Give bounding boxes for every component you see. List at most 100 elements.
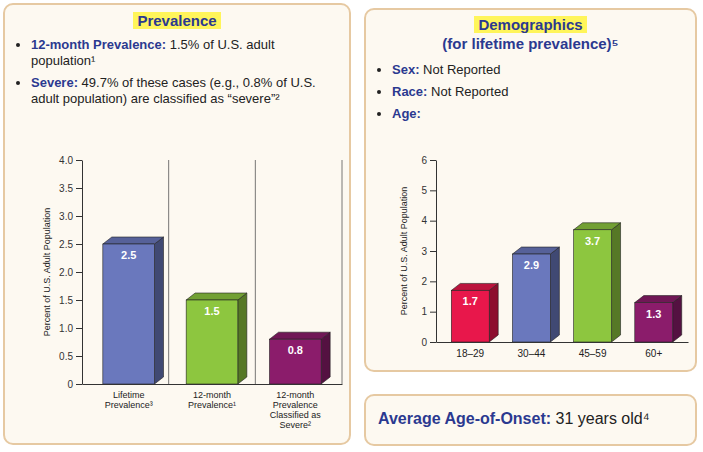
category-separator xyxy=(342,160,343,384)
tick-label: 1 xyxy=(421,306,427,317)
data-label: 3.7 xyxy=(585,235,600,247)
bars xyxy=(103,237,330,384)
prevalence-panel: Prevalence12-month Prevalence: 1.5% of U… xyxy=(3,3,351,445)
data-label: 0.8 xyxy=(288,344,303,356)
y-tick: 3.5 xyxy=(59,183,82,194)
tick-label: 3 xyxy=(421,246,427,257)
tick-mark xyxy=(76,160,82,161)
bar-side xyxy=(673,296,682,342)
tick-label: 1.5 xyxy=(59,295,73,306)
tick-label: 5 xyxy=(421,185,427,196)
bar-top xyxy=(186,293,247,300)
y-tick: 2 xyxy=(421,276,436,287)
y-tick: 3.0 xyxy=(59,211,82,222)
bars xyxy=(451,223,681,342)
bar-group xyxy=(270,332,331,384)
tick-label: 2.5 xyxy=(59,239,73,250)
bar-top xyxy=(512,247,559,254)
bar-group xyxy=(574,223,621,342)
tick-label: 12-monthPrevalenceClassified asSevere² xyxy=(270,390,322,430)
tick-mark xyxy=(76,384,82,385)
tick-mark xyxy=(430,251,436,252)
bar xyxy=(103,244,155,384)
bar-side xyxy=(321,332,330,384)
y-tick: 2.5 xyxy=(59,239,82,250)
x-tick: 45–59 xyxy=(579,348,607,359)
onset-line: Average Age-of-Onset: 31 years old⁴ xyxy=(378,410,650,428)
category-separator xyxy=(168,160,169,384)
onset-text: 31 years old⁴ xyxy=(556,410,650,427)
bar-group xyxy=(635,296,682,342)
bar-top xyxy=(635,296,682,303)
grid xyxy=(169,160,342,384)
data-label: 1.3 xyxy=(646,308,661,320)
tick-mark xyxy=(76,188,82,189)
bar xyxy=(635,303,673,342)
y-tick: 0 xyxy=(67,379,82,390)
tick-label: 60+ xyxy=(645,348,662,359)
bullet-label: 12-month Prevalence: xyxy=(31,37,166,52)
onset-box: Average Age-of-Onset: 31 years old⁴ xyxy=(364,394,697,446)
tick-mark xyxy=(76,300,82,301)
tick-label: 4.0 xyxy=(59,155,73,166)
subheading-text: (for lifetime prevalence)⁵ xyxy=(442,35,618,52)
bar xyxy=(451,290,489,342)
y-tick: 1 xyxy=(421,306,436,317)
tick-label: 30–44 xyxy=(518,348,546,359)
bullet-text: Not Reported xyxy=(431,84,508,99)
demographics-panel: Demographics (for lifetime prevalence)⁵ Se… xyxy=(364,8,697,372)
bar-group xyxy=(186,293,247,384)
y-tick: 6 xyxy=(421,155,436,166)
bar-side xyxy=(155,237,164,384)
tick-label: 2 xyxy=(421,276,427,287)
y-tick: 0.5 xyxy=(59,351,82,362)
x-axis: 18–2930–4445–5960+ xyxy=(437,343,689,360)
category-separator xyxy=(255,160,256,384)
tick-label: LifetimePrevalence³ xyxy=(105,390,153,410)
y-axis-title: Percent of U.S. Adult Population xyxy=(42,208,52,337)
axis-line xyxy=(436,161,437,343)
y-tick: 1.5 xyxy=(59,295,82,306)
x-tick: 60+ xyxy=(645,348,662,359)
bar-group xyxy=(103,237,164,384)
tick-label: 1.0 xyxy=(59,323,73,334)
bar-side xyxy=(612,223,621,342)
tick-label: 45–59 xyxy=(579,348,607,359)
bullet-label: Severe: xyxy=(31,75,78,90)
tick-mark xyxy=(76,328,82,329)
bullet-label: Sex: xyxy=(392,62,419,77)
data-labels: 1.7 2.9 3.7 1.3 xyxy=(463,235,662,320)
tick-mark xyxy=(76,244,82,245)
onset-label: Average Age-of-Onset: xyxy=(378,410,551,427)
y-tick: 3 xyxy=(421,246,436,257)
tick-label: 6 xyxy=(421,155,427,166)
x-tick: 30–44 xyxy=(518,348,546,359)
bar-group xyxy=(451,283,498,342)
data-labels: 2.51.50.8 xyxy=(121,249,303,356)
bullet: Race: Not Reported xyxy=(392,84,685,100)
y-axis-title: Percent of U.S. Adult Population xyxy=(399,187,409,316)
panel-heading: Demographics (for lifetime prevalence)⁵ xyxy=(366,15,695,53)
tick-mark xyxy=(76,356,82,357)
axis-line xyxy=(437,342,689,343)
data-label: 1.7 xyxy=(463,295,478,307)
y-axis: 0123456 xyxy=(421,155,436,348)
tick-mark xyxy=(430,190,436,191)
heading-text: Demographics xyxy=(474,16,586,33)
bar-top xyxy=(574,223,621,230)
y-axis: 00.51.01.52.02.53.03.54.0 xyxy=(59,155,82,390)
x-tick: 12-monthPrevalenceClassified asSevere² xyxy=(270,390,322,430)
tick-mark xyxy=(430,160,436,161)
data-label: 2.9 xyxy=(524,259,539,271)
bar-side xyxy=(489,283,498,342)
bar-chart: 00.51.01.52.02.53.03.54.0LifetimePrevale… xyxy=(42,155,343,430)
chart-canvas: 00.51.01.52.02.53.03.54.0LifetimePrevale… xyxy=(0,0,703,452)
bar xyxy=(574,230,612,342)
data-label: 2.5 xyxy=(121,249,136,261)
panel-heading: Prevalence xyxy=(5,11,349,30)
bar-group xyxy=(512,247,559,342)
bar-side xyxy=(238,293,247,384)
tick-mark xyxy=(430,342,436,343)
tick-label: 0 xyxy=(421,337,427,348)
bullet-text: Not Reported xyxy=(423,62,500,77)
